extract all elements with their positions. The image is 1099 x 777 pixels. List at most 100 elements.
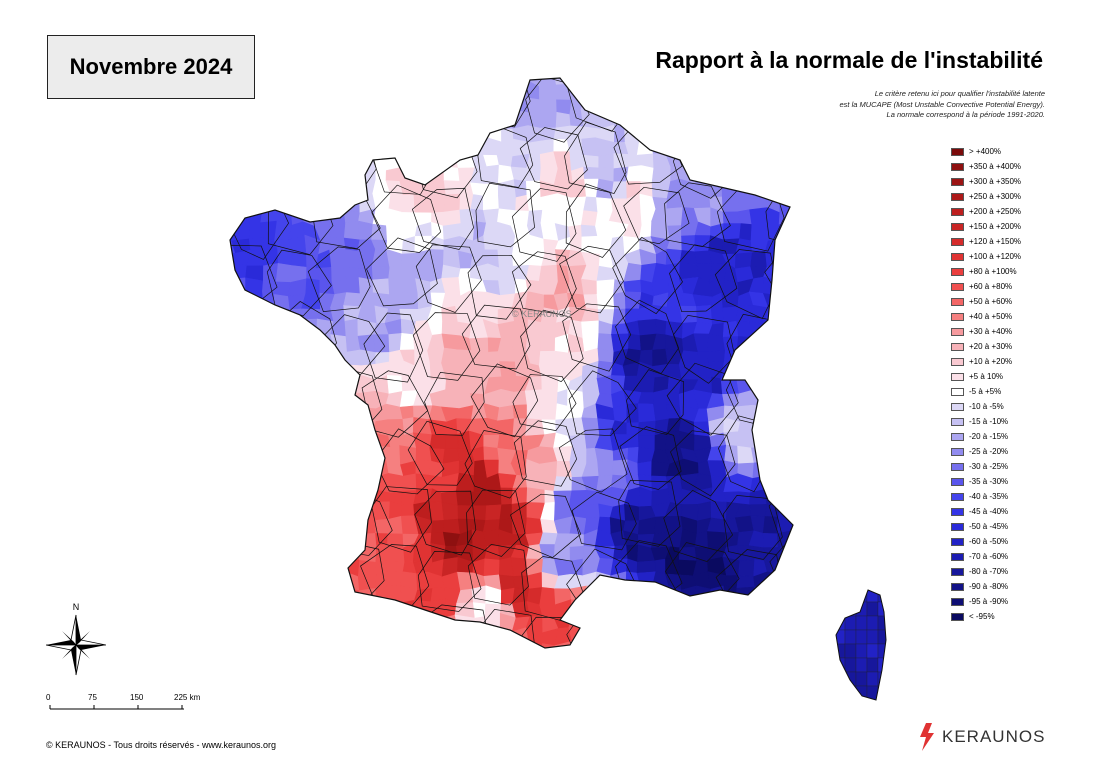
- commune-cell: [457, 96, 472, 113]
- commune-cell: [790, 97, 793, 115]
- commune-cell: [455, 125, 475, 143]
- commune-cell: [779, 628, 793, 648]
- commune-cell: [274, 599, 293, 617]
- commune-cell: [385, 78, 403, 85]
- commune-cell: [233, 546, 248, 560]
- commune-cell: [750, 334, 767, 351]
- commune-cell: [399, 641, 420, 648]
- commune-cell: [694, 599, 712, 619]
- commune-cell: [794, 182, 811, 198]
- commune-cell: [764, 643, 781, 648]
- commune-cell: [343, 556, 360, 578]
- commune-cell: [274, 584, 293, 602]
- commune-cell: [779, 82, 793, 101]
- department-border: [466, 489, 526, 557]
- commune-cell: [272, 502, 292, 518]
- legend-item: -40 à -35%: [951, 489, 1021, 504]
- commune-cell: [855, 629, 868, 645]
- commune-cell: [356, 627, 374, 644]
- commune-cell: [301, 529, 321, 548]
- legend-label: < -95%: [969, 612, 995, 621]
- legend-label: +250 à +300%: [969, 192, 1022, 201]
- commune-cell: [723, 78, 741, 85]
- commune-cell: [540, 208, 556, 224]
- commune-cell: [711, 95, 727, 114]
- legend-swatch: [951, 387, 964, 396]
- legend-item: +300 à +350%: [951, 174, 1021, 189]
- commune-cell: [749, 615, 767, 632]
- department-border: [669, 244, 738, 313]
- commune-cell: [230, 165, 237, 182]
- commune-cell: [526, 487, 546, 504]
- commune-cell: [314, 78, 336, 88]
- commune-cell: [274, 473, 290, 490]
- commune-cell: [651, 585, 671, 605]
- commune-cell: [399, 332, 415, 351]
- commune-cell: [779, 109, 793, 125]
- department-border: [564, 121, 627, 194]
- commune-cell: [274, 642, 290, 648]
- commune-cell: [790, 431, 793, 451]
- commune-cell: [778, 168, 793, 182]
- commune-cell: [457, 643, 474, 648]
- commune-cell: [246, 318, 264, 338]
- commune-cell: [752, 461, 769, 479]
- department-border: [230, 427, 281, 494]
- commune-cell: [233, 99, 248, 113]
- commune-cell: [637, 318, 657, 337]
- commune-cell: [725, 137, 737, 157]
- commune-cell: [304, 501, 320, 522]
- commune-cell: [329, 571, 349, 592]
- commune-cell: [230, 628, 249, 648]
- department-border: [268, 373, 337, 438]
- commune-cell: [263, 574, 277, 589]
- legend-item: -15 à -10%: [951, 414, 1021, 429]
- commune-cell: [230, 349, 237, 364]
- commune-cell: [330, 529, 346, 549]
- legend-label: +5 à 10%: [969, 372, 1004, 381]
- commune-cell: [248, 307, 265, 324]
- commune-cell: [622, 601, 643, 619]
- commune-cell: [428, 126, 443, 142]
- legend-label: +200 à +250%: [969, 207, 1022, 216]
- commune-cell: [737, 78, 753, 88]
- commune-cell: [653, 112, 671, 128]
- department-border: [230, 125, 286, 186]
- commune-cell: [736, 320, 752, 338]
- commune-cell: [471, 491, 487, 507]
- commune-cell: [639, 599, 654, 618]
- commune-cell: [792, 365, 793, 382]
- commune-cell: [498, 195, 517, 211]
- commune-cell: [694, 235, 711, 253]
- legend-item: -35 à -30%: [951, 474, 1021, 489]
- commune-cell: [665, 475, 683, 490]
- commune-cell: [230, 207, 233, 226]
- commune-cell: [302, 98, 321, 113]
- commune-cell: [739, 94, 754, 115]
- commune-cell: [300, 193, 321, 211]
- legend-item: -5 à +5%: [951, 384, 1021, 399]
- commune-cell: [777, 503, 793, 519]
- commune-cell: [246, 167, 264, 185]
- commune-cell: [693, 421, 711, 438]
- commune-cell: [300, 585, 321, 605]
- legend-swatch: [951, 207, 964, 216]
- commune-cell: [263, 529, 276, 547]
- legend-label: -95 à -90%: [969, 597, 1009, 606]
- commune-cell: [302, 83, 320, 101]
- commune-cell: [230, 604, 235, 618]
- commune-cell: [302, 126, 319, 143]
- commune-cell: [469, 337, 489, 353]
- commune-cell: [623, 279, 642, 293]
- commune-cell: [597, 601, 612, 616]
- commune-cell: [734, 252, 753, 270]
- commune-cell: [594, 94, 614, 112]
- commune-cell: [440, 629, 459, 648]
- commune-cell: [651, 78, 669, 86]
- commune-cell: [794, 334, 811, 348]
- department-border: [230, 486, 285, 558]
- commune-cell: [483, 641, 501, 648]
- commune-cell: [233, 431, 252, 451]
- department-border: [672, 78, 737, 132]
- commune-cell: [262, 584, 277, 601]
